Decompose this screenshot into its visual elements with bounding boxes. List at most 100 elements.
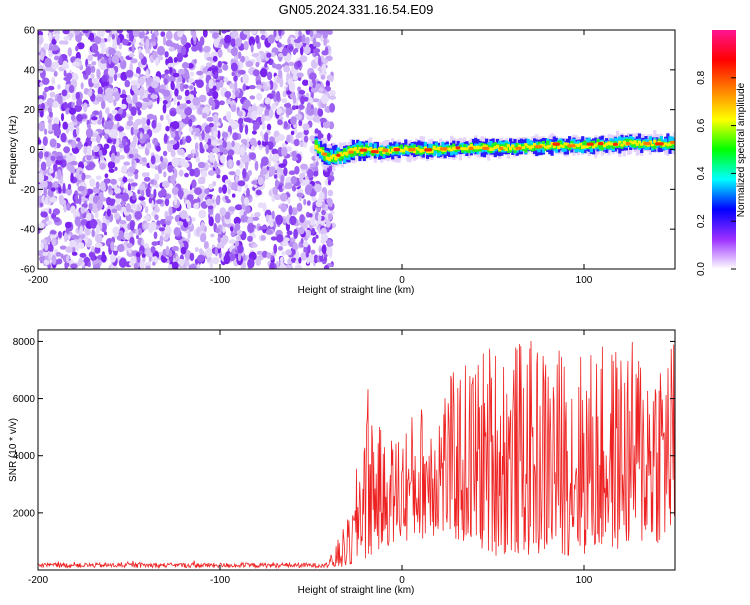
heatmap-cell	[86, 124, 92, 129]
heatmap-cell	[63, 203, 67, 213]
heatmap-cell	[70, 263, 78, 269]
heatmap-cell	[118, 257, 127, 268]
heatmap-cell	[106, 95, 114, 104]
heatmap-cell	[214, 213, 221, 224]
heatmap-cell	[132, 121, 139, 130]
heatmap-cell	[578, 142, 583, 146]
heatmap-cell	[208, 152, 215, 162]
heatmap-cell	[284, 237, 290, 242]
heatmap-cell	[316, 207, 321, 213]
heatmap-cell	[126, 30, 133, 34]
heatmap-cell	[198, 248, 203, 255]
heatmap-cell	[128, 261, 135, 266]
heatmap-cell	[318, 87, 324, 93]
heatmap-cell	[458, 144, 462, 150]
heatmap-cell	[128, 166, 136, 173]
heatmap-cell	[269, 136, 275, 142]
heatmap-cell	[101, 254, 107, 263]
heatmap-cell	[480, 142, 484, 149]
heatmap-cell	[233, 147, 242, 155]
heatmap-cell	[156, 220, 161, 226]
heatmap-cell	[85, 66, 92, 76]
heatmap-cell	[273, 243, 278, 254]
heatmap-cell	[251, 130, 257, 135]
heatmap-cell	[48, 121, 53, 132]
heatmap-cell	[38, 42, 42, 53]
heatmap-cell	[399, 149, 403, 153]
heatmap-cell	[471, 145, 476, 150]
heatmap-cell	[242, 73, 249, 85]
heatmap-cell	[637, 140, 642, 148]
heatmap-cell	[266, 123, 272, 131]
heatmap-cell	[80, 82, 84, 90]
heatmap-cell	[43, 187, 47, 197]
heatmap-y-tick-label: -60	[21, 265, 36, 276]
heatmap-cell	[78, 194, 82, 205]
heatmap-cell	[70, 160, 78, 166]
heatmap-cell	[48, 32, 52, 42]
heatmap-cell	[191, 179, 197, 189]
heatmap-cell	[506, 144, 510, 148]
heatmap-cell	[79, 225, 84, 235]
heatmap-cell	[189, 168, 196, 177]
heatmap-cell	[275, 90, 281, 102]
heatmap-cell	[257, 202, 264, 209]
heatmap-cell	[255, 80, 262, 86]
heatmap-cell	[237, 244, 244, 254]
heatmap-cell	[84, 227, 91, 236]
heatmap-cell	[123, 232, 130, 240]
heatmap-cell	[664, 142, 668, 145]
heatmap-cell	[302, 79, 309, 86]
heatmap-cell	[91, 245, 95, 253]
heatmap-cell	[57, 84, 61, 90]
heatmap-cell	[274, 161, 278, 171]
heatmap-cell	[43, 258, 50, 266]
heatmap-y-tick-label: 0	[29, 145, 35, 156]
heatmap-cell	[173, 96, 177, 105]
heatmap-cell	[60, 132, 67, 143]
heatmap-cell	[426, 150, 430, 153]
heatmap-cell	[162, 180, 170, 189]
heatmap-cell	[288, 46, 294, 51]
heatmap-cell	[554, 143, 559, 149]
heatmap-cell	[107, 68, 116, 77]
heatmap-cell	[98, 110, 103, 121]
heatmap-cell	[70, 205, 76, 214]
colorbar-tick-label: 0.6	[696, 118, 707, 132]
heatmap-cell	[461, 147, 465, 151]
heatmap-cell	[280, 256, 284, 263]
heatmap-cell	[51, 76, 56, 85]
heatmap-cell	[185, 199, 190, 205]
heatmap-cell	[231, 120, 239, 130]
heatmap-cell	[139, 30, 144, 33]
heatmap-cell	[100, 30, 105, 38]
heatmap-cell	[127, 178, 134, 183]
heatmap-cell	[226, 99, 232, 105]
heatmap-cell	[125, 69, 134, 78]
heatmap-cell	[141, 253, 146, 258]
heatmap-cell	[602, 144, 607, 148]
heatmap-cell	[292, 74, 298, 81]
heatmap-cell	[261, 156, 269, 166]
heatmap-cell	[88, 162, 96, 169]
heatmap-cell	[303, 240, 309, 248]
heatmap-cell	[67, 47, 72, 57]
heatmap-cell	[581, 142, 585, 149]
heatmap-cell	[661, 142, 666, 147]
heatmap-cell	[194, 132, 203, 137]
heatmap-cell	[221, 132, 229, 138]
heatmap-cell	[52, 208, 61, 216]
heatmap-cell	[421, 149, 425, 152]
heatmap-cell	[63, 146, 70, 154]
heatmap-cell	[114, 187, 121, 195]
heatmap-cell	[260, 30, 266, 35]
heatmap-cell	[600, 142, 604, 151]
heatmap-cell	[69, 239, 77, 248]
heatmap-cell	[295, 153, 302, 164]
heatmap-cell	[123, 144, 130, 154]
heatmap-cell	[91, 61, 97, 66]
heatmap-cell	[659, 136, 663, 147]
heatmap-cell	[476, 145, 480, 150]
heatmap-cell	[163, 171, 167, 178]
heatmap-cell	[465, 147, 469, 151]
